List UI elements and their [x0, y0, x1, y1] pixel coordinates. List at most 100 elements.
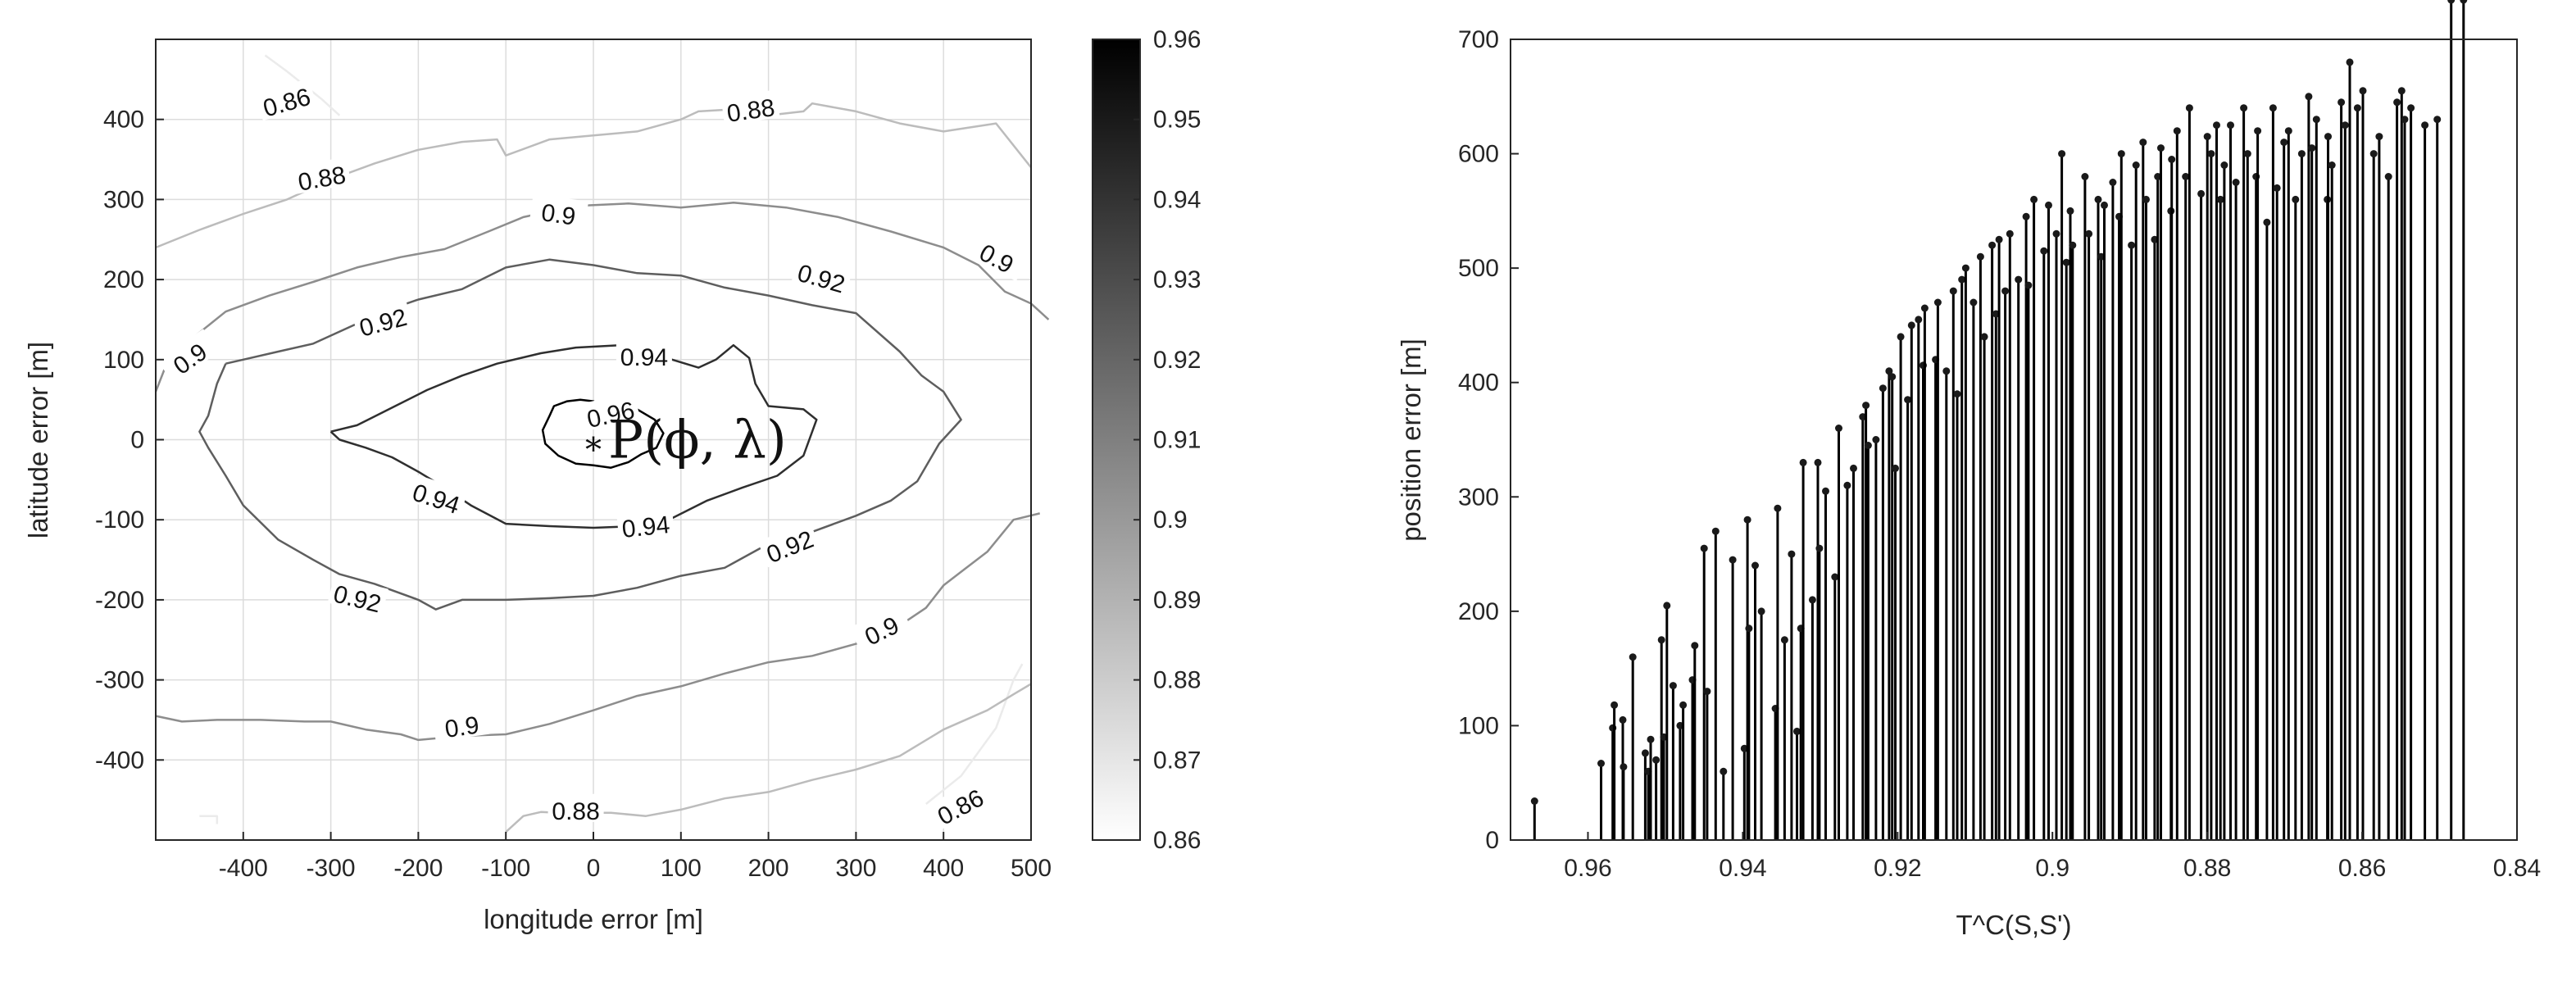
contour-label-bg [255, 78, 317, 121]
contour-label: 0.94 [616, 339, 672, 371]
stem-point [2132, 161, 2140, 840]
stem-marker [1915, 316, 1923, 324]
stem-marker [2305, 93, 2313, 101]
stem-marker [2269, 104, 2277, 112]
stem-point [2337, 98, 2346, 840]
stem-marker [1774, 504, 1782, 512]
stem-marker [1885, 367, 1893, 375]
stem-point [1740, 744, 1748, 840]
contour-label: 0.88 [547, 793, 604, 825]
stem-marker [1788, 550, 1796, 558]
stem-x-tick-label: 0.96 [1564, 855, 1611, 882]
stem-point [2052, 229, 2060, 840]
colorbar-tick-label: 0.86 [1153, 827, 1201, 854]
stem-y-ticks: 0 100 200 300 400 500 600 700 [1458, 26, 1519, 854]
stem-marker [1669, 682, 1677, 690]
stem-point [1743, 515, 1751, 840]
stem-x-ticks: 0.96 0.94 0.92 0.9 0.88 0.86 0.84 [1564, 832, 2541, 882]
stem-marker [2062, 258, 2070, 266]
stem-marker [2109, 179, 2117, 186]
stem-point [2393, 98, 2401, 840]
stem-marker [2407, 104, 2415, 112]
contour-label-text: 0.9 [443, 711, 481, 743]
stem-point [2109, 179, 2117, 840]
stem-point [2324, 133, 2332, 840]
stem-point [2297, 150, 2306, 840]
stem-point [2069, 241, 2077, 840]
contour-x-tick-label: -300 [307, 855, 356, 882]
colorbar-tick-label: 0.89 [1153, 587, 1201, 614]
stem-point [1652, 756, 1661, 840]
stem-point [2182, 173, 2190, 840]
stem-point [2001, 287, 2010, 840]
contour-labels: 0.86 0.880.880.90.90.920.920.9 0.940.960.9… [157, 78, 1029, 831]
stem-marker [2284, 127, 2292, 135]
stem-marker [1629, 653, 1637, 661]
contour-label-bg [579, 392, 641, 432]
stem-marker [2353, 104, 2361, 112]
stem-marker [1745, 624, 1753, 633]
stem-point [2433, 116, 2442, 840]
contour-x-tick-label: -400 [219, 855, 268, 882]
stem-point [1663, 602, 1671, 840]
contour-label-bg [616, 506, 675, 541]
stem-x-tick-label: 0.86 [2338, 855, 2386, 882]
stem-marker [2384, 173, 2392, 180]
stem-marker [1872, 436, 1880, 443]
stem-point [2094, 195, 2102, 840]
stem-point [2139, 139, 2147, 840]
contour-y-tick-label: 400 [103, 107, 144, 134]
stem-marker [2240, 104, 2248, 112]
stem-marker [2006, 229, 2014, 238]
stem-point [1679, 701, 1688, 840]
stem-marker [1862, 402, 1870, 410]
stem-marker [2022, 212, 2030, 220]
stem-marker [1980, 333, 1988, 341]
stem-marker [2030, 195, 2038, 203]
stem-point [2213, 121, 2220, 840]
contour-label-bg [966, 230, 1029, 282]
stem-point [2346, 58, 2354, 840]
stem-marker [1780, 636, 1788, 644]
contour-label-bg [291, 157, 352, 194]
stem-point [1774, 504, 1782, 840]
contour-label-bg [616, 339, 672, 368]
stem-marker [2094, 195, 2102, 203]
contour-x-tick-label: 400 [923, 855, 964, 882]
stem-marker [2243, 150, 2251, 158]
stem-marker [2157, 144, 2165, 152]
contour-label-text: 0.94 [620, 511, 671, 543]
stem-point [2022, 212, 2030, 840]
contour-x-tick-label: 100 [661, 855, 702, 882]
stem-marker [1904, 396, 1912, 404]
contour-y-tick-label: 0 [130, 427, 144, 454]
stem-marker [2297, 150, 2306, 158]
stem-point [1885, 367, 1893, 840]
stem-point [2254, 127, 2262, 840]
stem-marker [2397, 87, 2406, 95]
stem-point [2375, 133, 2383, 840]
stem-marker [1679, 701, 1688, 709]
stem-point [2040, 247, 2048, 840]
stem-marker [1620, 763, 1628, 771]
colorbar-ticks: 0.96 0.95 0.94 0.93 0.92 0.91 0.9 0.89 0.88 0.87 0… [1134, 26, 1201, 854]
stem-y-tick-label: 300 [1458, 484, 1499, 511]
stem-point [2312, 116, 2320, 840]
stem-point [1729, 556, 1737, 840]
stem-point [2232, 179, 2240, 840]
stem-point [2305, 93, 2313, 840]
contour-x-tick-label: -200 [393, 855, 443, 882]
stem-point [2157, 144, 2165, 840]
stem-point [2397, 87, 2406, 840]
contour-x-tick-label: 500 [1011, 855, 1052, 882]
stem-point [1992, 310, 2000, 840]
stem-point [1720, 767, 1728, 840]
stem-y-tick-label: 700 [1458, 26, 1499, 53]
stem-marker [2346, 58, 2354, 66]
stem-point [1892, 464, 1899, 840]
reference-point-label: P(ϕ, λ) [608, 411, 787, 471]
stem-point [2058, 150, 2066, 840]
stem-marker [1843, 481, 1851, 489]
contour-label-bg [849, 603, 912, 653]
stem-series [1530, 0, 2468, 840]
